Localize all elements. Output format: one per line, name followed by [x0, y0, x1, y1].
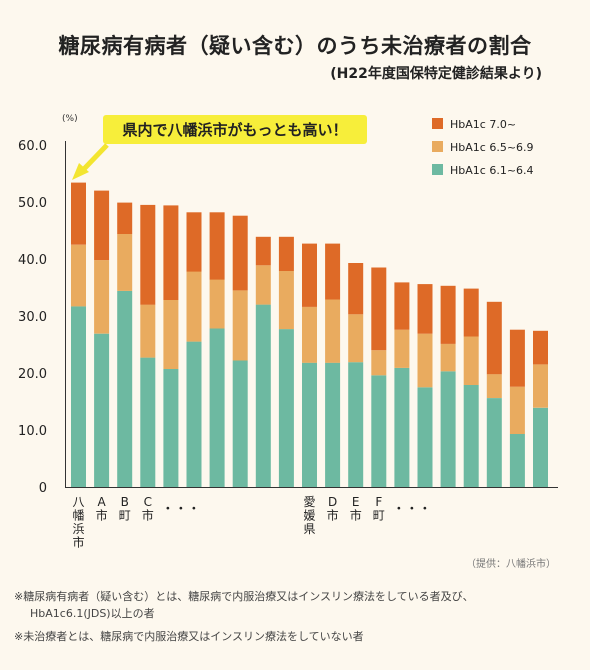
bar-segment-high: [94, 190, 110, 261]
bar-segment-mid: [186, 271, 202, 342]
bar-segment-low: [140, 357, 156, 487]
bar-segment-high: [394, 282, 410, 330]
y-tick-label: 50.0: [18, 196, 47, 211]
bar-segment-mid: [140, 304, 156, 358]
bar-segment-low: [348, 362, 364, 487]
bar-segment-low: [417, 387, 433, 488]
bar-segment-low: [509, 434, 525, 487]
bar-segment-high: [463, 288, 479, 337]
bar-segment-low: [71, 306, 86, 487]
bar-segment-high: [371, 267, 387, 351]
bar-segment-high: [209, 212, 225, 280]
footnote-definition: ※糖尿病有病者（疑い含む）とは、糖尿病で内服治療又はインスリン療法をしている者及…: [14, 588, 474, 622]
bar-segment-mid: [302, 306, 317, 363]
x-tick-label: ・・・: [161, 502, 200, 517]
chart-subtitle: (H22年度国保特定健診結果より): [330, 66, 542, 82]
bar-segment-low: [325, 362, 341, 487]
footnote-line-1: ※糖尿病有病者（疑い含む）とは、糖尿病で内服治療又はインスリン療法をしている者及…: [14, 590, 474, 603]
footnote-line-2: HbA1c6.1(JDS)以上の者: [30, 607, 155, 620]
bar-segment-mid: [440, 343, 456, 372]
bar-segment-high: [509, 329, 525, 387]
bar-segment-low: [440, 371, 456, 487]
y-tick-label: 40.0: [18, 253, 47, 268]
legend-swatch: [432, 141, 443, 152]
bar-segment-low: [371, 375, 387, 487]
bar-segment-high: [186, 212, 202, 272]
bar-segment-high: [486, 301, 502, 375]
bar-segment-mid: [117, 233, 133, 291]
bar-segment-low: [117, 290, 133, 487]
bar-segment-high: [163, 205, 179, 300]
bar-segment-low: [255, 304, 271, 487]
bar-segment-low: [94, 333, 110, 487]
y-axis-label: (%): [62, 114, 78, 124]
bar-segment-mid: [325, 299, 341, 363]
bar-segment-high: [255, 236, 271, 266]
x-tick-label: 愛媛県: [303, 495, 315, 536]
bar-segment-high: [440, 285, 456, 344]
bar-segment-high: [278, 236, 294, 271]
bar-segment-low: [463, 385, 479, 487]
bar-segment-low: [486, 398, 502, 487]
bar-segment-high: [302, 243, 317, 307]
bar-segment-low: [163, 369, 179, 487]
bar-segment-low: [278, 329, 294, 487]
bar-segment-high: [348, 263, 364, 315]
bar-segment-high: [533, 330, 548, 365]
y-tick-label: 30.0: [18, 310, 47, 325]
bar-segment-mid: [486, 374, 502, 398]
bar-segment-mid: [533, 364, 548, 408]
legend-label: HbA1c 7.0~: [450, 118, 516, 131]
bar-segment-high: [325, 243, 341, 300]
bar-segment-high: [417, 284, 433, 334]
bar-segment-mid: [255, 265, 271, 305]
legend-swatch: [432, 164, 443, 175]
bar-segment-mid: [417, 333, 433, 388]
bar-segment-low: [232, 360, 248, 487]
bar-segment-mid: [278, 271, 294, 330]
callout-arrow: [81, 143, 109, 172]
bar-segment-mid: [509, 386, 525, 434]
bar-segment-mid: [371, 350, 387, 376]
bar-segment-low: [209, 328, 225, 487]
x-tick-label: ・・・: [392, 502, 431, 517]
footnote-untreated: ※未治療者とは、糖尿病で内服治療又はインスリン療法をしていない者: [14, 630, 364, 643]
bar-segment-low: [186, 341, 202, 487]
y-tick-label: 20.0: [18, 367, 47, 382]
bar-segment-mid: [232, 290, 248, 361]
legend-label: HbA1c 6.1~6.4: [450, 164, 534, 177]
bar-segment-high: [71, 182, 86, 245]
bar-segment-mid: [348, 314, 364, 363]
legend-swatch: [432, 118, 443, 129]
bar-segment-mid: [71, 244, 86, 307]
bar-segment-high: [140, 204, 156, 305]
bar-segment-mid: [394, 329, 410, 368]
y-tick-label: 10.0: [18, 424, 47, 439]
callout-box: [103, 115, 367, 144]
callout-text: 県内で八幡浜市がもっとも高い！: [122, 121, 347, 139]
bar-segment-mid: [209, 279, 225, 329]
bar-segment-low: [533, 407, 548, 487]
bar-segment-high: [117, 202, 133, 234]
callout-arrow-head: [72, 163, 89, 180]
y-tick-label: 0: [39, 481, 47, 496]
bar-segment-low: [302, 362, 317, 487]
bar-segment-mid: [94, 260, 110, 334]
bar-segment-high: [232, 215, 248, 291]
legend-label: HbA1c 6.5~6.9: [450, 141, 534, 154]
bar-segment-mid: [163, 300, 179, 369]
bar-segment-low: [394, 367, 410, 487]
chart-title: 糖尿病有病者（疑い含む）のうち未治療者の割合: [58, 34, 532, 58]
source-credit: （提供：八幡浜市）: [466, 559, 556, 570]
y-tick-label: 60.0: [18, 139, 47, 154]
bar-segment-mid: [463, 336, 479, 385]
x-tick-label: 八幡浜市: [72, 495, 84, 550]
